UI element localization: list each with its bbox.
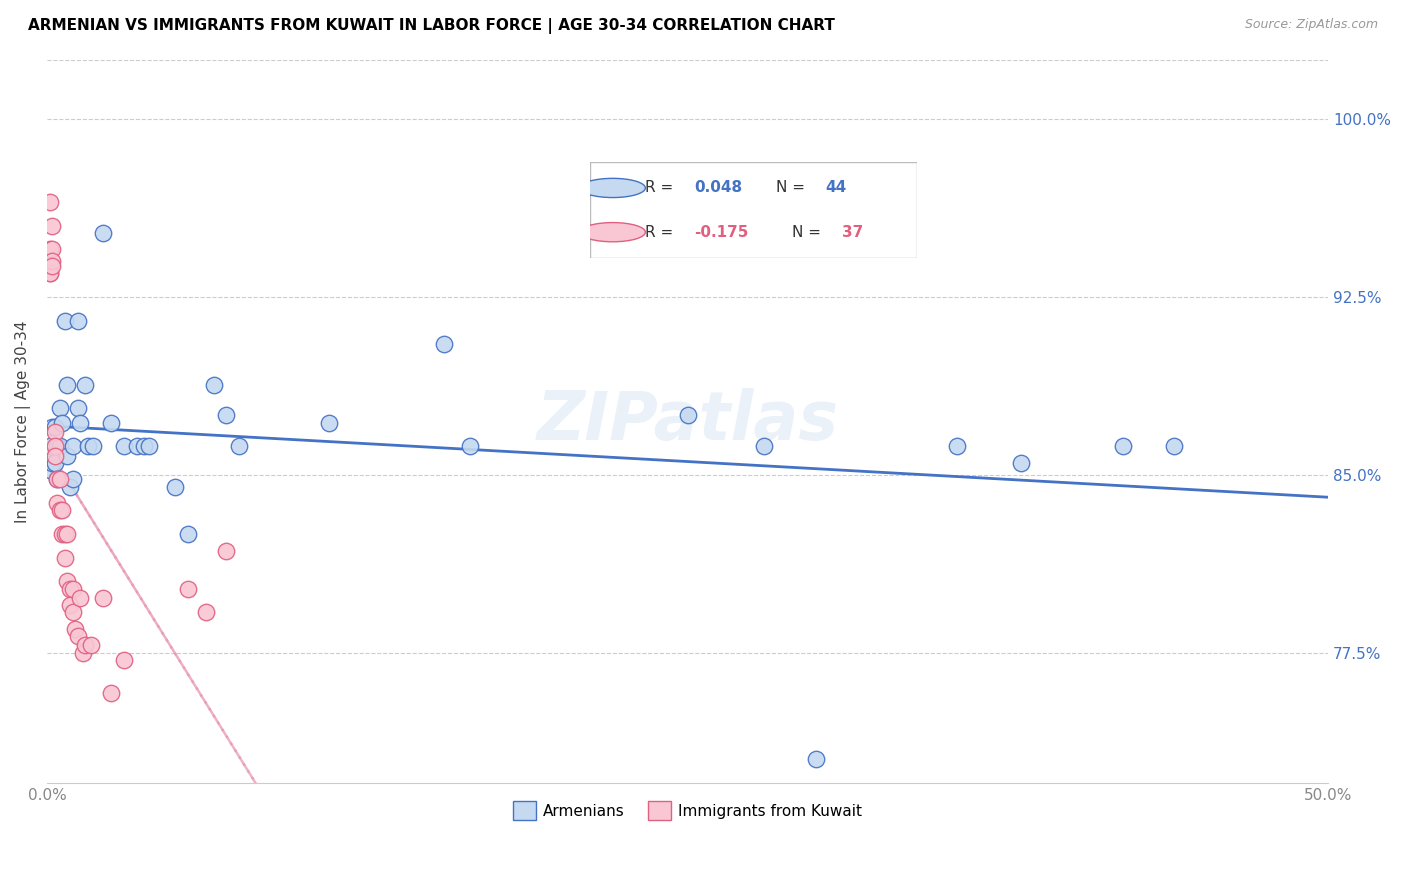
Point — [66, 313, 89, 327]
Point — [177, 582, 200, 596]
Point — [56, 527, 79, 541]
Point — [804, 752, 827, 766]
FancyBboxPatch shape — [591, 162, 917, 258]
Point — [56, 377, 79, 392]
Point — [66, 401, 89, 416]
Point — [41, 456, 63, 470]
Point — [59, 582, 82, 596]
Text: ZIPatlas: ZIPatlas — [537, 388, 838, 454]
Point — [75, 639, 97, 653]
Point — [134, 439, 156, 453]
Point — [49, 472, 72, 486]
Text: Source: ZipAtlas.com: Source: ZipAtlas.com — [1244, 18, 1378, 31]
Point — [93, 226, 115, 240]
Point — [194, 605, 217, 619]
Point — [676, 409, 699, 423]
Point — [138, 439, 160, 453]
Point — [59, 598, 82, 612]
Text: ARMENIAN VS IMMIGRANTS FROM KUWAIT IN LABOR FORCE | AGE 30-34 CORRELATION CHART: ARMENIAN VS IMMIGRANTS FROM KUWAIT IN LA… — [28, 18, 835, 34]
Point — [318, 416, 340, 430]
Point — [44, 456, 66, 470]
Point — [63, 622, 86, 636]
Point — [41, 420, 63, 434]
Point — [945, 439, 967, 453]
Point — [56, 574, 79, 589]
Point — [38, 439, 60, 453]
Point — [1010, 456, 1032, 470]
Point — [59, 479, 82, 493]
Circle shape — [581, 178, 645, 197]
Point — [38, 243, 60, 257]
Point — [79, 639, 101, 653]
Text: -0.175: -0.175 — [695, 225, 749, 240]
Point — [100, 686, 122, 700]
Point — [51, 527, 73, 541]
Point — [433, 337, 456, 351]
Point — [41, 243, 63, 257]
Point — [112, 439, 135, 453]
Y-axis label: In Labor Force | Age 30-34: In Labor Force | Age 30-34 — [15, 320, 31, 523]
Point — [62, 605, 84, 619]
Point — [51, 416, 73, 430]
Point — [49, 401, 72, 416]
Point — [165, 479, 187, 493]
Point — [53, 313, 76, 327]
Point — [75, 377, 97, 392]
Text: 37: 37 — [842, 225, 863, 240]
Point — [228, 439, 250, 453]
Point — [46, 472, 69, 486]
Point — [51, 503, 73, 517]
Point — [62, 582, 84, 596]
Point — [44, 439, 66, 453]
Point — [125, 439, 148, 453]
Point — [77, 439, 100, 453]
Point — [93, 591, 115, 605]
Point — [41, 254, 63, 268]
Text: N =: N = — [793, 225, 827, 240]
Text: 0.048: 0.048 — [695, 180, 742, 195]
Point — [202, 377, 225, 392]
Point — [72, 646, 94, 660]
Point — [82, 439, 104, 453]
Text: R =: R = — [645, 180, 679, 195]
Point — [754, 439, 776, 453]
Point — [53, 527, 76, 541]
Point — [62, 472, 84, 486]
Point — [100, 416, 122, 430]
Point — [177, 527, 200, 541]
Point — [38, 194, 60, 209]
Point — [44, 425, 66, 439]
Point — [53, 550, 76, 565]
Point — [69, 416, 91, 430]
Point — [112, 653, 135, 667]
Circle shape — [581, 223, 645, 242]
Text: N =: N = — [776, 180, 810, 195]
Point — [215, 543, 238, 558]
Point — [38, 266, 60, 280]
Point — [215, 409, 238, 423]
Point — [46, 472, 69, 486]
Point — [44, 449, 66, 463]
Point — [458, 439, 481, 453]
Point — [49, 439, 72, 453]
Point — [1112, 439, 1135, 453]
Point — [66, 629, 89, 643]
Point — [44, 420, 66, 434]
Legend: Armenians, Immigrants from Kuwait: Armenians, Immigrants from Kuwait — [506, 795, 869, 826]
Point — [38, 266, 60, 280]
Point — [38, 463, 60, 477]
Point — [69, 591, 91, 605]
Point — [46, 496, 69, 510]
Point — [49, 503, 72, 517]
Point — [41, 219, 63, 233]
Text: R =: R = — [645, 225, 679, 240]
Point — [46, 439, 69, 453]
Point — [56, 449, 79, 463]
Point — [62, 439, 84, 453]
Point — [41, 259, 63, 273]
Point — [1163, 439, 1185, 453]
Text: 44: 44 — [825, 180, 846, 195]
